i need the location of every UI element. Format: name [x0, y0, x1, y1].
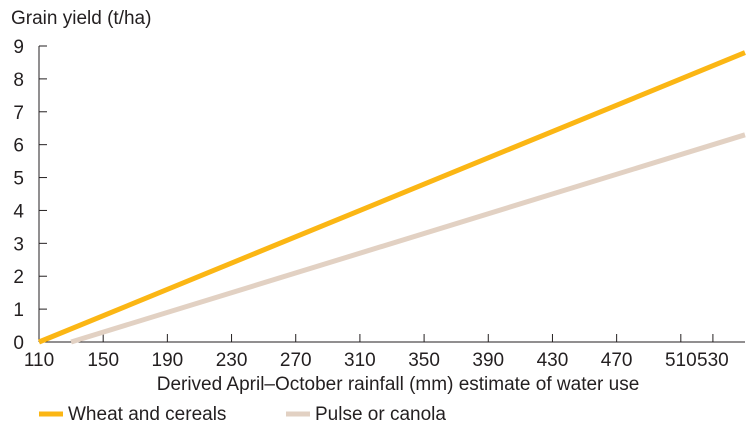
- x-tick-label: 310: [344, 350, 376, 371]
- x-tick-label: 390: [472, 350, 504, 371]
- x-tick-label: 110: [24, 350, 54, 371]
- y-tick-label: 8: [13, 70, 24, 91]
- x-tick-label: 270: [280, 350, 312, 371]
- x-tick-label: 190: [152, 350, 184, 371]
- y-axis: 0 1 2 3 4 5 6 7 8 9: [13, 37, 47, 354]
- y-tick-label: 6: [13, 136, 24, 157]
- x-axis-label: Derived April–October rainfall (mm) esti…: [157, 374, 640, 395]
- series-line-2: [70, 132, 746, 345]
- y-tick-label: 4: [13, 201, 24, 222]
- y-tick-label: 7: [13, 103, 24, 124]
- x-tick-label: 470: [601, 350, 633, 371]
- y-tick-label: 9: [13, 37, 24, 58]
- y-tick-label: 1: [13, 300, 24, 321]
- y-axis-label: Grain yield (t/ha): [11, 8, 151, 29]
- legend: Wheat and cereals Pulse or canola: [39, 404, 446, 425]
- legend-label-1: Wheat and cereals: [68, 404, 226, 425]
- y-tick-label: 0: [13, 333, 24, 354]
- y-tick-label: 5: [13, 169, 24, 190]
- x-tick-label: 430: [537, 350, 569, 371]
- y-tick-label: 2: [13, 267, 24, 288]
- series-line-1: [38, 50, 746, 345]
- x-tick-label: 350: [408, 350, 440, 371]
- x-tick-label: 150: [87, 350, 119, 371]
- x-tick-label: 230: [216, 350, 248, 371]
- x-tick-label: 510: [665, 350, 697, 371]
- legend-label-2: Pulse or canola: [315, 404, 446, 425]
- x-axis: 110 150 190 230 270 310 350 390 430 470 510 530: [24, 334, 745, 371]
- series-group: [38, 50, 746, 345]
- y-tick-label: 3: [13, 234, 24, 255]
- x-tick-label: 530: [697, 350, 729, 371]
